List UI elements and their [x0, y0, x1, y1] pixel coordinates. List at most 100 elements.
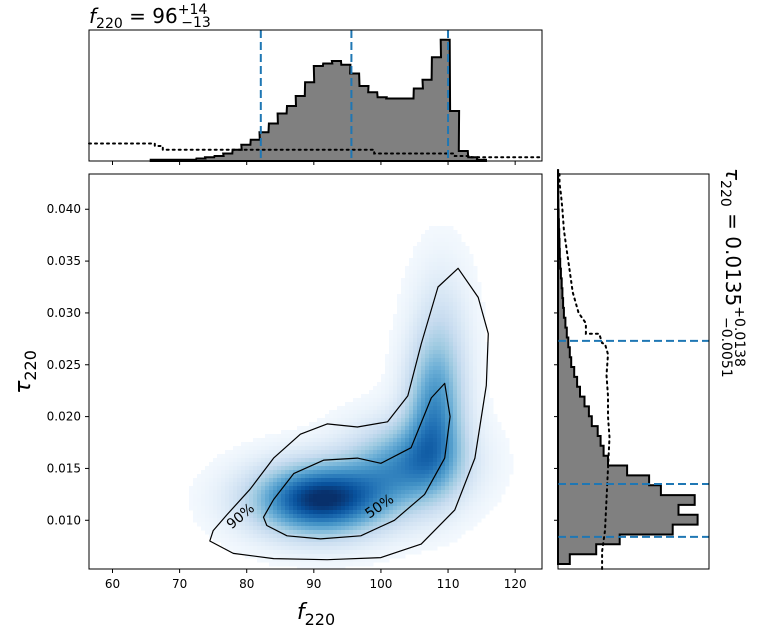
heatmap-cell — [481, 490, 486, 495]
heatmap-cell — [469, 278, 474, 283]
heatmap-cell — [465, 502, 470, 507]
heatmap-cell — [449, 262, 454, 267]
heatmap-cell — [257, 446, 262, 451]
heatmap-cell — [197, 478, 202, 483]
heatmap-cell — [333, 482, 338, 487]
heatmap-cell — [401, 538, 406, 543]
heatmap-cell — [401, 414, 406, 419]
heatmap-cell — [385, 414, 390, 419]
f220-quantile-lines — [259, 30, 450, 161]
heatmap-cell — [329, 542, 334, 547]
heatmap-cell — [413, 522, 418, 527]
heatmap-cell — [345, 506, 350, 511]
heatmap-cell — [385, 418, 390, 423]
heatmap-cell — [305, 450, 310, 455]
heatmap-cell — [353, 430, 358, 435]
heatmap-cell — [285, 562, 290, 567]
heatmap-cell — [345, 558, 350, 563]
heatmap-cell — [501, 482, 506, 487]
heatmap-cell — [401, 530, 406, 535]
heatmap-cell — [261, 442, 266, 447]
heatmap-cell — [341, 458, 346, 463]
heatmap-cell — [197, 498, 202, 503]
heatmap-cell — [389, 518, 394, 523]
heatmap-cell — [385, 386, 390, 391]
heatmap-cell — [405, 326, 410, 331]
heatmap-cell — [481, 502, 486, 507]
heatmap-cell — [413, 370, 418, 375]
heatmap-cell — [257, 542, 262, 547]
heatmap-cell — [333, 486, 338, 491]
heatmap-cell — [333, 538, 338, 543]
heatmap-cell — [225, 466, 230, 471]
heatmap-cell — [437, 434, 442, 439]
heatmap-cell — [353, 458, 358, 463]
heatmap-cell — [461, 426, 466, 431]
heatmap-cell — [445, 314, 450, 319]
heatmap-cell — [377, 402, 382, 407]
heatmap-cell — [289, 550, 294, 555]
heatmap-cell — [257, 470, 262, 475]
heatmap-cell — [197, 506, 202, 511]
heatmap-cell — [317, 490, 322, 495]
heatmap-cell — [421, 362, 426, 367]
heatmap-cell — [501, 430, 506, 435]
heatmap-cell — [293, 434, 298, 439]
heatmap-cell — [329, 566, 334, 569]
heatmap-cell — [301, 506, 306, 511]
heatmap-cell — [441, 398, 446, 403]
heatmap-cell — [413, 502, 418, 507]
heatmap-cell — [297, 562, 302, 567]
heatmap-cell — [425, 318, 430, 323]
heatmap-cell — [469, 302, 474, 307]
heatmap-cell — [461, 450, 466, 455]
heatmap-cell — [413, 454, 418, 459]
heatmap-cell — [301, 470, 306, 475]
heatmap-cell — [261, 458, 266, 463]
heatmap-cell — [429, 314, 434, 319]
heatmap-cell — [337, 450, 342, 455]
heatmap-cell — [465, 306, 470, 311]
heatmap-cell — [397, 474, 402, 479]
heatmap-cell — [445, 470, 450, 475]
heatmap-cell — [285, 526, 290, 531]
heatmap-cell — [401, 494, 406, 499]
heatmap-cell — [473, 418, 478, 423]
heatmap-cell — [445, 446, 450, 451]
heatmap-cell — [497, 470, 502, 475]
heatmap-cell — [289, 450, 294, 455]
heatmap-cell — [473, 406, 478, 411]
heatmap-cell — [453, 418, 458, 423]
heatmap-cell — [445, 354, 450, 359]
heatmap-cell — [497, 426, 502, 431]
heatmap-cell — [365, 538, 370, 543]
heatmap-cell — [457, 514, 462, 519]
heatmap-cell — [341, 406, 346, 411]
heatmap-cell — [381, 486, 386, 491]
heatmap-cell — [409, 334, 414, 339]
heatmap-cell — [253, 530, 258, 535]
heatmap-cell — [357, 510, 362, 515]
heatmap-cell — [433, 286, 438, 291]
heatmap-cell — [489, 486, 494, 491]
heatmap-cell — [261, 554, 266, 559]
heatmap-cell — [345, 466, 350, 471]
heatmap-cell — [377, 470, 382, 475]
heatmap-cell — [473, 426, 478, 431]
heatmap-cell — [449, 286, 454, 291]
heatmap-cell — [289, 462, 294, 467]
heatmap-cell — [413, 402, 418, 407]
heatmap-cell — [453, 242, 458, 247]
heatmap-cell — [341, 526, 346, 531]
heatmap-cell — [409, 434, 414, 439]
heatmap-cell — [381, 434, 386, 439]
heatmap-cell — [253, 522, 258, 527]
heatmap-cell — [453, 478, 458, 483]
heatmap-cell — [445, 374, 450, 379]
heatmap-cell — [401, 506, 406, 511]
heatmap-cell — [441, 374, 446, 379]
heatmap-cell — [325, 470, 330, 475]
heatmap-cell — [329, 506, 334, 511]
heatmap-cell — [257, 530, 262, 535]
